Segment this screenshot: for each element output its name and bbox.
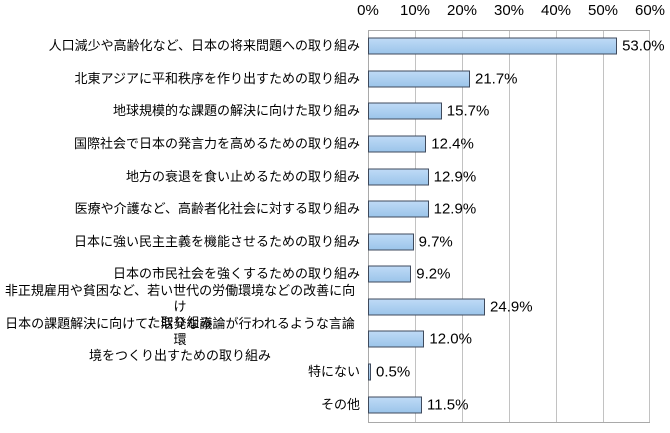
- bar: [368, 135, 427, 153]
- value-label: 0.5%: [376, 363, 411, 381]
- bar-zone: 24.9%: [368, 291, 650, 324]
- category-label: 地方の衰退を食い止めるための取り組み: [125, 168, 360, 184]
- category-label: 特にない: [307, 364, 360, 380]
- value-axis-tick-label: 10%: [399, 2, 431, 19]
- bar-zone: 53.0%: [368, 30, 665, 63]
- category-row: その他 11.5%: [0, 388, 670, 421]
- category-row: 日本に強い民主主義を機能させるための取り組み 9.7%: [0, 225, 670, 258]
- value-axis-tick-label: 30%: [493, 2, 525, 19]
- category-row: 人口減少や高齢化など、日本の将来問題への取り組み 53.0%: [0, 30, 670, 63]
- bar: [368, 102, 442, 120]
- value-label: 11.5%: [427, 396, 469, 414]
- category-label: 日本の市民社会を強くするための取り組み: [112, 266, 360, 282]
- value-axis-tick-label: 50%: [587, 2, 619, 19]
- value-label: 21.7%: [474, 70, 518, 88]
- value-axis-tick-label: 20%: [446, 2, 478, 19]
- category-row: 国際社会で日本の発言力を高めるための取り組み 12.4%: [0, 128, 670, 161]
- value-label: 12.0%: [429, 330, 472, 348]
- value-label: 9.7%: [418, 233, 453, 251]
- bar: [368, 396, 423, 414]
- value-label: 12.4%: [431, 135, 474, 153]
- bar: [368, 200, 429, 218]
- bar: [368, 265, 412, 283]
- value-axis-tick-label: 40%: [540, 2, 572, 19]
- value-label: 24.9%: [490, 298, 533, 316]
- bar: [368, 298, 485, 316]
- bar: [368, 168, 429, 186]
- gridline: [509, 31, 510, 422]
- category-row: 特にない 0.5%: [0, 356, 670, 389]
- gridline: [649, 31, 650, 422]
- category-row: 日本の市民社会を強くするための取り組み 9.2%: [0, 258, 670, 291]
- value-label: 12.9%: [433, 168, 477, 186]
- value-axis-tick-label: 0%: [357, 2, 379, 19]
- bar: [368, 233, 414, 251]
- bar-zone: 12.9%: [368, 193, 650, 226]
- bar-zone: 15.7%: [368, 95, 650, 128]
- value-axis-line: [368, 31, 369, 422]
- category-row: 医療や介護など、高齢者化社会に対する取り組み 12.9%: [0, 193, 670, 226]
- bar-zone: 9.7%: [368, 225, 650, 258]
- category-row: 日本の課題解決に向けて、活発な議論が行われるような言論環 境をつくり出すための取…: [0, 316, 670, 363]
- category-label: 地球規模的な課題の解決に向けた取り組み: [112, 103, 360, 119]
- category-label: 日本の課題解決に向けて、活発な議論が行われるような言論環 境をつくり出すための取…: [5, 315, 355, 363]
- category-label: その他: [320, 396, 360, 412]
- category-row: 非正規雇用や貧困など、若い世代の労働環境などの改善に向け た取り組み 24.9%: [0, 283, 670, 330]
- category-row: 地球規模的な課題の解決に向けた取り組み 15.7%: [0, 95, 670, 128]
- category-row: 地方の衰退を食い止めるための取り組み 12.9%: [0, 160, 670, 193]
- value-axis-tick-label: 60%: [634, 2, 666, 19]
- gridline: [556, 31, 557, 422]
- category-label: 日本に強い民主主義を機能させるための取り組み: [73, 233, 360, 249]
- category-row: 北東アジアに平和秩序を作り出すための取り組み 21.7%: [0, 63, 670, 96]
- bar: [368, 70, 470, 88]
- category-label: 人口減少や高齢化など、日本の将来問題への取り組み: [48, 38, 360, 54]
- bar-zone: 11.5%: [368, 388, 650, 421]
- gridline: [603, 31, 604, 422]
- bar-zone: 9.2%: [368, 258, 650, 291]
- value-label: 12.9%: [433, 200, 477, 218]
- category-label: 国際社会で日本の発言力を高めるための取り組み: [73, 136, 360, 152]
- gridline: [462, 31, 463, 422]
- category-label: 非正規雇用や貧困など、若い世代の労働環境などの改善に向け た取り組み: [4, 282, 356, 330]
- bar-zone: 12.9%: [368, 160, 650, 193]
- bar: [368, 330, 425, 348]
- plot-area: [368, 30, 650, 423]
- bar: [368, 37, 618, 55]
- value-label: 53.0%: [622, 37, 665, 55]
- bar-zone: 12.4%: [368, 128, 650, 161]
- bar-zone: 21.7%: [368, 63, 650, 96]
- bar: [368, 363, 371, 381]
- category-label: 北東アジアに平和秩序を作り出すための取り組み: [74, 70, 360, 86]
- bar-zone: 12.0%: [368, 323, 650, 356]
- gridline: [415, 31, 416, 422]
- value-label: 9.2%: [416, 265, 451, 283]
- bar-zone: 0.5%: [368, 356, 650, 389]
- category-label: 医療や介護など、高齢者化社会に対する取り組み: [74, 201, 360, 217]
- category-rows: 人口減少や高齢化など、日本の将来問題への取り組み 53.0% 北東アジアに平和秩序を…: [0, 30, 670, 421]
- value-label: 15.7%: [446, 102, 490, 120]
